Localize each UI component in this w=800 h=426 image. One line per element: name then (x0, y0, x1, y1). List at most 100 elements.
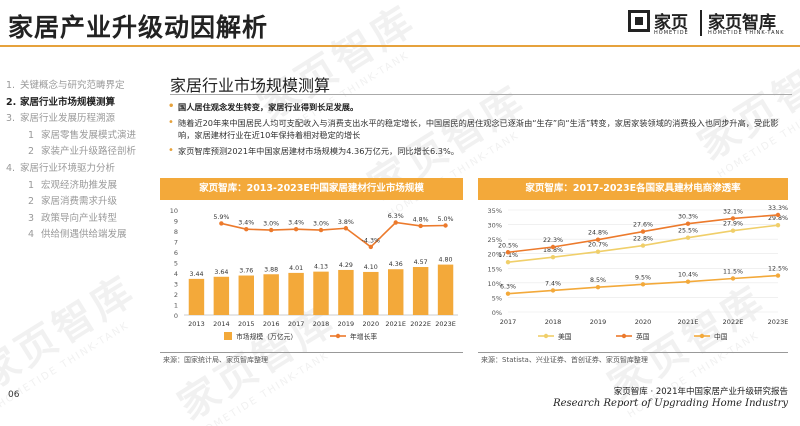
toc-item-label: 供给侧遇供给端发展 (41, 229, 127, 241)
bar-value-label: 4.29 (339, 262, 353, 269)
series-value-label: 33.3% (768, 205, 788, 212)
section-divider (170, 94, 792, 95)
toc-item[interactable]: 2. 家居行业市场规模测算 (6, 95, 156, 112)
logo-separator (700, 10, 702, 36)
growth-label: 3.0% (263, 221, 279, 228)
bullet-list: 国人居住观念发生转变，家居行业得到长足发展。随着近20年来中国居民人均可支配收入… (166, 101, 788, 160)
y-tick-label: 6 (174, 249, 178, 257)
toc-item-number: 4. (6, 162, 16, 174)
y-tick-label: 5% (492, 294, 502, 302)
x-tick-label: 2021E (678, 318, 699, 326)
x-tick-label: 2016 (263, 320, 280, 328)
y-tick-label: 0 (174, 312, 178, 320)
bar-value-label: 4.13 (314, 264, 328, 271)
series-point (730, 216, 736, 221)
x-tick-label: 2019 (590, 318, 607, 326)
logo-sub-hometide: HOMETIDE (654, 30, 689, 36)
y-tick-label: 10% (488, 280, 502, 288)
legend-swatch-point (543, 333, 549, 339)
y-tick-label: 20% (488, 251, 502, 259)
legend-label: 美国 (558, 332, 572, 341)
toc-item[interactable]: 4 供给侧遇供给端发展 (6, 227, 156, 244)
bar (338, 269, 354, 315)
legend-label: 年增长率 (350, 332, 377, 341)
series-value-label: 30.3% (678, 214, 698, 221)
right-source-divider (478, 352, 788, 353)
series-point (685, 221, 691, 226)
series-point (550, 244, 556, 250)
series-value-label: 25.5% (678, 228, 698, 235)
bar (437, 264, 454, 315)
series-point (685, 279, 691, 284)
toc-item-label: 家居零售发展模式演进 (41, 129, 137, 141)
series-point (550, 255, 556, 260)
x-tick-label: 2020 (363, 320, 380, 328)
series-point (505, 291, 511, 296)
toc-item[interactable]: 2 家居消费需求升级 (6, 194, 156, 211)
toc-item-label: 家居消费需求升级 (41, 196, 118, 208)
bar-value-label: 4.57 (414, 259, 428, 266)
growth-label: 5.9% (213, 214, 229, 221)
growth-label: 4.8% (413, 216, 429, 223)
brand-logo: 家页 家页智库 HOMETIDE HOMETIDE THINK-TANK (628, 8, 794, 40)
right-chart-header: 家页智库：2017-2023E各国家具建材电商渗透率 (478, 178, 788, 200)
toc-item[interactable]: 1 家居零售发展模式演进 (6, 128, 156, 145)
growth-point (219, 221, 224, 226)
series-point (595, 237, 601, 242)
series-point (505, 250, 511, 255)
toc-item[interactable]: 2 家装产业升级路径剖析 (6, 144, 156, 161)
series-value-label: 24.8% (588, 230, 608, 237)
bar (288, 272, 304, 315)
series-value-label: 29.8% (768, 215, 788, 222)
series-point (595, 285, 601, 290)
left-source-divider (160, 352, 463, 353)
page-number: 06 (8, 390, 20, 400)
y-tick-label: 35% (488, 207, 502, 215)
y-tick-label: 25% (488, 236, 502, 244)
toc-item[interactable]: 1. 关键概念与研究范畴界定 (6, 78, 156, 95)
growth-point (393, 220, 398, 225)
y-tick-label: 9 (174, 218, 178, 226)
y-tick-label: 7 (174, 239, 178, 247)
toc-item-number: 1 (28, 129, 35, 141)
growth-point (443, 223, 448, 228)
series-value-label: 6.3% (500, 284, 516, 291)
series-value-label: 27.6% (633, 222, 653, 229)
bar-value-label: 4.36 (389, 261, 403, 268)
left-chart-source: 来源：国家统计局、家页智库整理 (163, 356, 268, 364)
series-point (775, 222, 781, 228)
watermark: 家页智库 HOMETIDE THINK-TANK (0, 267, 145, 411)
toc-item-number: 1 (28, 179, 35, 191)
series-value-label: 12.5% (768, 266, 788, 273)
series-value-label: 7.4% (545, 280, 561, 287)
y-tick-label: 2 (174, 291, 178, 299)
series-value-label: 9.5% (635, 274, 651, 281)
x-tick-label: 2013 (188, 320, 205, 328)
bar (263, 274, 279, 315)
section-title: 家居行业市场规模测算 (170, 76, 331, 95)
series-point (595, 249, 601, 254)
series-value-label: 27.9% (723, 221, 743, 228)
growth-point (343, 226, 349, 231)
y-tick-label: 30% (488, 222, 502, 230)
footer-report-subtitle: Research Report of Upgrading Home Indust… (553, 398, 788, 409)
logo-brand-thinktank: 家页智库 (708, 13, 776, 33)
bullet-item: 随着近20年来中国居民人均可支配收入与消费支出水平的稳定增长，中国居民的居住观念… (166, 117, 788, 142)
y-tick-label: 5 (174, 260, 178, 268)
toc-item[interactable]: 3 政策导向产业转型 (6, 211, 156, 228)
toc-item-number: 1. (6, 80, 16, 91)
legend-swatch-point (699, 333, 705, 339)
y-tick-label: 10 (170, 207, 178, 215)
bar-value-label: 3.88 (264, 266, 278, 273)
legend-label: 市场规模（万亿元） (236, 332, 297, 341)
ecommerce-penetration-chart: 35% 30% 25% 20% 15% 10% 5% 0%2017 2018 2019 2020 20… (488, 205, 788, 341)
growth-label: 5.0% (438, 216, 454, 223)
toc-item-number: 2 (28, 146, 35, 158)
bar (188, 278, 205, 315)
toc-item[interactable]: 4. 家居行业环境驱力分析 (6, 161, 156, 178)
toc-item-label: 政策导向产业转型 (41, 212, 118, 224)
series-value-label: 8.5% (590, 277, 606, 284)
toc-item[interactable]: 1 宏观经济助推发展 (6, 178, 156, 195)
page-title: 家居产业升级动因解析 (8, 13, 269, 42)
toc-item[interactable]: 3. 家居行业发展历程溯源 (6, 111, 156, 128)
